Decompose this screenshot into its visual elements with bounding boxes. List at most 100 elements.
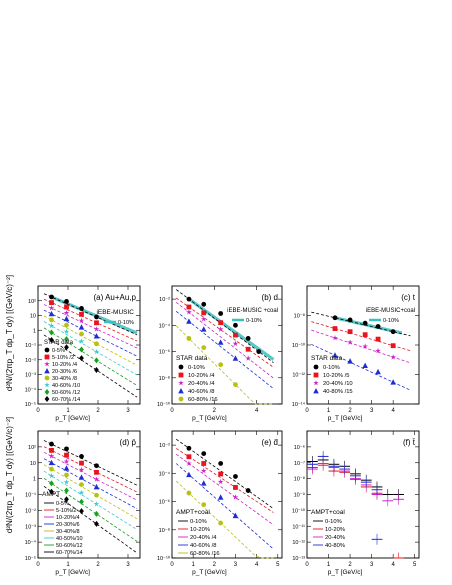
legend-marker-b (178, 364, 184, 370)
data-legend-title-c: STAR data (311, 355, 343, 362)
data-point-c (332, 352, 338, 358)
x-tick-label-f: 2 (348, 562, 352, 568)
data-point-b (233, 332, 238, 338)
y-tick-label-e: 10⁻⁴ (159, 470, 171, 477)
y-axis-label-top: d²N/(2πp_T dp_T dy) [(GeV/c)⁻²] (5, 275, 14, 391)
data-point-d (48, 459, 55, 466)
data-point-e (186, 471, 192, 478)
y-tick-label-c: 10⁻⁸ (294, 313, 305, 320)
legend-label-d: 5-10%/2 (56, 508, 77, 514)
y-tick-label-a: 10² (28, 299, 36, 305)
data-point-d (49, 466, 54, 472)
model-curve-d (43, 458, 138, 510)
y-tick-label-e: 10⁻¹⁰ (157, 555, 171, 562)
series-a-0 (43, 293, 138, 336)
legend-label-d: 30-40%/8 (56, 529, 80, 535)
data-point-d (63, 458, 70, 464)
data-point-e (218, 520, 224, 526)
series-a-1 (43, 298, 138, 342)
model-curve-e (175, 448, 274, 513)
model-curve-a (43, 304, 138, 349)
data-point-d (64, 496, 69, 503)
data-point-e (201, 461, 207, 466)
series-f-3 (307, 450, 383, 545)
x-tick-label-e: 1 (191, 562, 195, 568)
y-tick-label-f: 10⁻⁷ (294, 460, 305, 467)
series-d-0 (43, 440, 138, 486)
data-point-d (93, 483, 100, 490)
data-point-c (390, 343, 396, 349)
x-axis-label-a: p_T [GeV/c] (55, 415, 90, 422)
legend-label-e: 40-60% /8 (190, 543, 216, 549)
x-tick-label-d: 3 (126, 562, 130, 568)
data-point-a (63, 315, 70, 322)
legend-label-f: 0-10% (325, 519, 342, 525)
model-curve-a (43, 321, 138, 376)
legend-label-e: 20-40% /4 (190, 535, 217, 541)
data-point-d (48, 472, 55, 479)
model-label-a: iEBE-MUSIC (96, 309, 134, 316)
x-tick-label-e: 0 (170, 562, 174, 568)
y-axis-label-bottom: d²N/(2πp_T dp_T dy) [(GeV/c)⁻²] (5, 417, 14, 533)
x-tick-label-f: 1 (327, 562, 331, 568)
data-point-e (186, 454, 192, 460)
data-point-d (93, 501, 100, 507)
model-curve-a (43, 293, 138, 336)
legend-marker-a (44, 361, 50, 367)
data-point-c (362, 320, 368, 326)
model-curve-d (43, 477, 138, 542)
data-point-b (186, 304, 192, 310)
model-label-f: AMPT+coal (311, 509, 345, 516)
y-tick-label-d: 10⁻¹ (25, 493, 36, 499)
data-point-c (332, 335, 338, 341)
panel-title-b: (b) d (262, 293, 278, 302)
x-tick-label-e: 5 (276, 562, 280, 568)
y-tick-label-c: 10⁻¹⁴ (292, 401, 306, 408)
data-point-b (200, 316, 207, 322)
data-point-a (94, 357, 99, 364)
data-point-c (375, 368, 381, 375)
legend-marker-b (178, 372, 184, 378)
data-point-a (49, 317, 54, 323)
x-tick-label-f: 3 (370, 562, 374, 568)
model-legend-label-a: 0-10% (118, 320, 134, 326)
x-tick-label-a: 0 (36, 408, 40, 414)
data-point-e (233, 485, 238, 490)
data-point-e (186, 460, 192, 466)
model-legend-label-b: 0-10% (246, 318, 262, 324)
x-tick-label-c: 2 (348, 408, 352, 414)
x-tick-label-f: 0 (305, 562, 309, 568)
legend-label-d: 20-30%/6 (56, 522, 80, 528)
y-tick-label-e: 10⁻⁸ (159, 527, 170, 534)
data-point-b (201, 345, 207, 351)
data-point-a (79, 331, 84, 337)
x-tick-label-c: 1 (327, 408, 331, 414)
data-point-a (63, 328, 70, 335)
data-point-c (347, 329, 353, 335)
data-point-a (79, 355, 84, 362)
data-point-a (64, 304, 69, 310)
x-tick-label-d: 2 (96, 562, 100, 568)
legend-label-b: 40-60% /8 (188, 389, 214, 395)
legend-label-c: 0-10% (323, 365, 340, 371)
series-d-4 (43, 464, 138, 520)
y-tick-label-d: 10⁻³ (25, 524, 36, 530)
data-point-c (375, 336, 381, 342)
x-tick-label-e: 3 (234, 562, 238, 568)
data-point-a (49, 294, 54, 300)
data-point-a (78, 338, 85, 344)
legend-label-a: 30-40% /8 (52, 376, 77, 382)
legend-label-a: 5-10% /2 (52, 355, 74, 361)
x-tick-label-c: 3 (370, 408, 374, 414)
legend-label-a: 10-20% /4 (52, 362, 77, 368)
x-tick-label-a: 2 (96, 408, 100, 414)
data-point-c (375, 347, 381, 354)
legend-marker-a (44, 354, 50, 360)
legend-label-e: 10-20% (190, 527, 210, 533)
model-curve-d (43, 470, 138, 530)
model-curve-a (43, 327, 138, 386)
panel-title-f: (f) t̄ (403, 438, 416, 447)
x-tick-label-a: 1 (66, 408, 70, 414)
legend-label-f: 20-40% (325, 535, 345, 541)
legend-label-a: 50-60% /12 (52, 390, 80, 396)
